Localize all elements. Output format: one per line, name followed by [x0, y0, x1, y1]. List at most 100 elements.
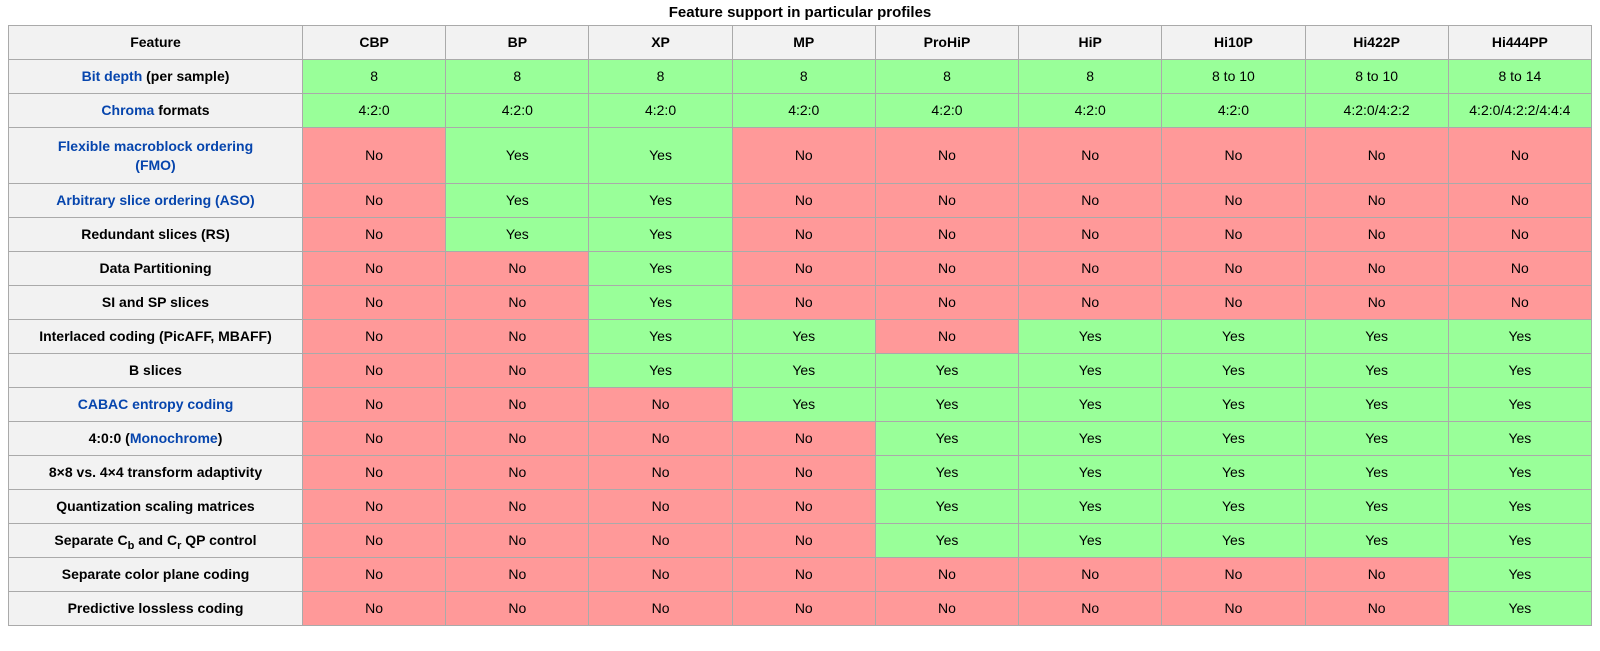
support-cell: No	[1018, 217, 1163, 252]
support-cell: 8	[588, 59, 733, 94]
support-cell: No	[731, 455, 876, 490]
support-cell: Yes	[1304, 319, 1449, 354]
support-cell: 8 to 10	[1304, 59, 1449, 94]
support-cell: No	[874, 319, 1020, 354]
feature-label-text: QP control	[181, 532, 257, 549]
support-cell: No	[1018, 183, 1163, 218]
support-cell: No	[445, 421, 590, 456]
support-cell: No	[1304, 127, 1449, 184]
support-cell: 4:2:0	[588, 93, 733, 128]
support-cell: 4:2:0/4:2:2	[1304, 93, 1449, 128]
table-row: Interlaced coding (PicAFF, MBAFF) No No Yes…	[8, 319, 1593, 354]
support-cell: 8	[874, 59, 1020, 94]
support-cell: Yes	[1447, 387, 1593, 422]
support-cell: No	[731, 523, 876, 558]
support-cell: Yes	[588, 319, 733, 354]
support-cell: 4:2:0	[445, 93, 590, 128]
feature-link[interactable]: Bit depth	[81, 68, 143, 85]
feature-label: Redundant slices (RS)	[8, 217, 303, 252]
column-header: Hi444PP	[1447, 25, 1593, 60]
support-cell: No	[445, 523, 590, 558]
feature-label-text: and C	[134, 532, 178, 549]
support-cell: No	[1304, 557, 1449, 592]
feature-link[interactable]: Monochrome	[129, 430, 218, 447]
support-cell: No	[1447, 217, 1593, 252]
support-cell: Yes	[1161, 523, 1306, 558]
support-cell: No	[731, 591, 876, 626]
table-row: Arbitrary slice ordering (ASO) No Yes Yes No…	[8, 183, 1593, 218]
support-cell: No	[874, 557, 1020, 592]
table-row: Bit depth (per sample) 8 8 8 8 8 8 8 to 10 8 to …	[8, 59, 1593, 94]
feature-label-subscript: b	[127, 539, 135, 552]
support-cell: No	[731, 217, 876, 252]
support-cell: No	[874, 251, 1020, 286]
support-cell: Yes	[1018, 523, 1163, 558]
support-cell: Yes	[588, 285, 733, 320]
support-cell: No	[301, 523, 447, 558]
support-cell: Yes	[588, 353, 733, 388]
support-cell: No	[301, 319, 447, 354]
support-cell: 8	[445, 59, 590, 94]
column-header: Hi422P	[1304, 25, 1449, 60]
support-cell: No	[874, 285, 1020, 320]
support-cell: Yes	[1018, 319, 1163, 354]
feature-label-text: formats	[154, 102, 210, 119]
feature-label-text: 8×8 vs. 4×4 transform adaptivity	[48, 464, 263, 481]
support-cell: No	[301, 455, 447, 490]
support-cell: 8	[1018, 59, 1163, 94]
column-header: ProHiP	[874, 25, 1020, 60]
support-cell: No	[1161, 251, 1306, 286]
support-cell: No	[1447, 251, 1593, 286]
support-cell: Yes	[1161, 421, 1306, 456]
support-cell: No	[445, 455, 590, 490]
support-cell: No	[445, 353, 590, 388]
table-row: Predictive lossless coding No No No No No No No…	[8, 591, 1593, 626]
feature-link[interactable]: (FMO)	[135, 156, 176, 173]
support-cell: No	[301, 285, 447, 320]
support-cell: No	[588, 421, 733, 456]
support-cell: No	[445, 489, 590, 524]
table-row: Redundant slices (RS) No Yes Yes No No No No No N…	[8, 217, 1593, 252]
support-cell: Yes	[731, 319, 876, 354]
feature-label-text: Separate C	[54, 532, 128, 549]
support-cell: No	[874, 183, 1020, 218]
support-cell: 4:2:0	[301, 93, 447, 128]
table-row: Data Partitioning No No Yes No No No No No No	[8, 251, 1593, 286]
feature-label-text: Interlaced coding (PicAFF, MBAFF)	[39, 328, 272, 345]
support-cell: No	[301, 591, 447, 626]
feature-label-text: Redundant slices (RS)	[81, 226, 230, 243]
support-cell: No	[1161, 217, 1306, 252]
feature-label: Chroma formats	[8, 93, 303, 128]
support-cell: No	[445, 251, 590, 286]
support-cell: No	[1304, 251, 1449, 286]
column-header: HiP	[1018, 25, 1163, 60]
feature-link[interactable]: Chroma	[101, 102, 155, 119]
feature-link[interactable]: Flexible macroblock ordering	[57, 137, 254, 154]
column-header: Feature	[8, 25, 303, 60]
support-cell: No	[731, 127, 876, 184]
feature-label: Flexible macroblock ordering (FMO)	[8, 127, 303, 184]
support-cell: No	[1447, 183, 1593, 218]
support-cell: Yes	[1018, 387, 1163, 422]
support-cell: No	[731, 557, 876, 592]
support-cell: Yes	[1161, 455, 1306, 490]
table-row: B slices No No Yes Yes Yes Yes Yes Yes Yes	[8, 353, 1593, 388]
support-cell: No	[301, 251, 447, 286]
support-cell: Yes	[1304, 455, 1449, 490]
support-cell: Yes	[1018, 455, 1163, 490]
column-header: BP	[445, 25, 590, 60]
table-row: 8×8 vs. 4×4 transform adaptivity No No No No…	[8, 455, 1593, 490]
feature-link[interactable]: CABAC entropy coding	[77, 396, 234, 413]
support-cell: No	[731, 489, 876, 524]
support-cell: Yes	[1161, 489, 1306, 524]
support-cell: No	[588, 591, 733, 626]
support-cell: Yes	[1161, 319, 1306, 354]
support-cell: No	[731, 183, 876, 218]
feature-label: B slices	[8, 353, 303, 388]
support-cell: Yes	[1161, 353, 1306, 388]
support-cell: No	[301, 217, 447, 252]
support-cell: Yes	[1304, 489, 1449, 524]
feature-label: SI and SP slices	[8, 285, 303, 320]
feature-link[interactable]: Arbitrary slice ordering (ASO)	[56, 192, 255, 209]
support-cell: No	[874, 217, 1020, 252]
